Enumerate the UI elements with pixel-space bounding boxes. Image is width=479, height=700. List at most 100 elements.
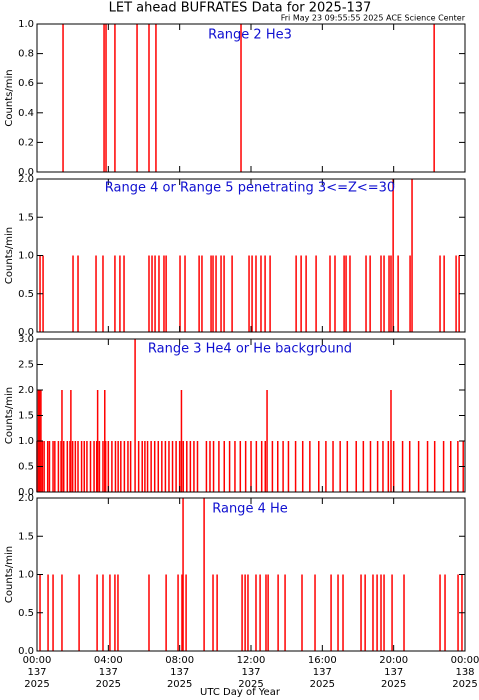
spike xyxy=(105,24,107,172)
spike xyxy=(318,441,320,492)
x-tick-time: 04:00 xyxy=(94,655,123,666)
x-tick-day: 137 xyxy=(170,667,189,678)
spike xyxy=(244,441,247,492)
spike xyxy=(329,255,331,332)
spike xyxy=(269,255,271,332)
annotation: Range 3 He4 or He background xyxy=(148,342,352,357)
spike xyxy=(264,255,266,332)
spike xyxy=(433,24,435,172)
y-tick-label: 1.5 xyxy=(18,411,34,422)
spike xyxy=(95,441,98,492)
spike xyxy=(114,24,116,172)
x-tick-day: 137 xyxy=(27,667,46,678)
y-tick-label: 0.0 xyxy=(18,327,34,338)
x-tick-year: 2025 xyxy=(381,679,406,690)
spike xyxy=(114,255,116,332)
spike xyxy=(334,255,336,332)
spike xyxy=(77,441,79,492)
x-tick-year: 2025 xyxy=(310,679,335,690)
spike xyxy=(443,255,445,332)
spike xyxy=(66,441,69,492)
spike xyxy=(102,441,104,492)
spike xyxy=(93,441,95,492)
spike xyxy=(260,441,263,492)
spike xyxy=(330,574,332,651)
plot-frame xyxy=(36,23,466,173)
spike xyxy=(260,255,262,332)
x-tick-time: 12:00 xyxy=(237,655,266,666)
spike xyxy=(457,574,459,651)
spike xyxy=(295,255,297,332)
spike xyxy=(179,255,181,332)
spike xyxy=(251,255,253,332)
spike xyxy=(96,390,99,492)
x-tick-day: 137 xyxy=(313,667,332,678)
spike xyxy=(417,441,420,492)
spike xyxy=(96,574,98,651)
spike xyxy=(148,255,150,332)
spike xyxy=(163,255,165,332)
spike xyxy=(196,441,199,492)
spike xyxy=(220,255,222,332)
spike xyxy=(255,441,258,492)
spike xyxy=(216,574,218,651)
spike xyxy=(403,574,405,651)
spike xyxy=(362,441,365,492)
spike xyxy=(397,255,399,332)
spike xyxy=(77,255,79,332)
spike xyxy=(390,255,392,332)
y-tick-label: 2.0 xyxy=(18,493,34,504)
spike xyxy=(102,574,104,651)
spike xyxy=(392,179,394,332)
y-tick-label: 1.5 xyxy=(18,531,34,542)
spike xyxy=(203,498,205,651)
spike xyxy=(153,441,156,492)
spike xyxy=(392,441,395,492)
annotation: Range 2 He3 xyxy=(208,28,292,43)
spike xyxy=(104,441,107,492)
spike xyxy=(72,255,74,332)
spike xyxy=(150,441,152,492)
annotation: Range 4 or Range 5 penetrating 3<=Z<=30 xyxy=(105,181,395,196)
spike xyxy=(218,441,220,492)
x-tick-year: 2025 xyxy=(452,679,477,690)
spike xyxy=(54,441,56,492)
spike xyxy=(182,441,184,492)
x-tick-time: 00:00 xyxy=(451,655,479,666)
spike xyxy=(364,574,366,651)
spike xyxy=(95,255,97,332)
spike xyxy=(212,574,214,651)
spike xyxy=(70,390,72,492)
spike xyxy=(52,574,54,651)
spike xyxy=(314,574,316,651)
spike xyxy=(223,441,225,492)
spike xyxy=(158,255,160,332)
spike xyxy=(266,390,268,492)
spike xyxy=(185,574,187,651)
spike xyxy=(439,574,441,651)
spike xyxy=(401,441,404,492)
plot-frame xyxy=(36,497,466,652)
spike xyxy=(120,441,122,492)
y-axis-label: Counts/min xyxy=(4,227,15,284)
spike xyxy=(165,255,167,332)
spike xyxy=(355,441,357,492)
spike xyxy=(277,574,279,651)
spike xyxy=(234,441,236,492)
spike xyxy=(178,441,181,492)
timestamp: Fri May 23 09:55:55 2025 ACE Science Cen… xyxy=(281,14,466,23)
x-axis-label: UTC Day of Year xyxy=(200,687,281,698)
y-tick-label: 2.0 xyxy=(18,174,34,185)
spike xyxy=(337,574,339,651)
x-tick-time: 16:00 xyxy=(308,655,337,666)
spike xyxy=(294,441,297,492)
x-tick-day: 137 xyxy=(241,667,260,678)
spike xyxy=(255,255,257,332)
spike xyxy=(134,339,136,492)
plot-frame xyxy=(36,178,466,333)
spike xyxy=(250,441,252,492)
spike xyxy=(383,255,385,332)
spike xyxy=(69,441,71,492)
spike xyxy=(376,441,379,492)
